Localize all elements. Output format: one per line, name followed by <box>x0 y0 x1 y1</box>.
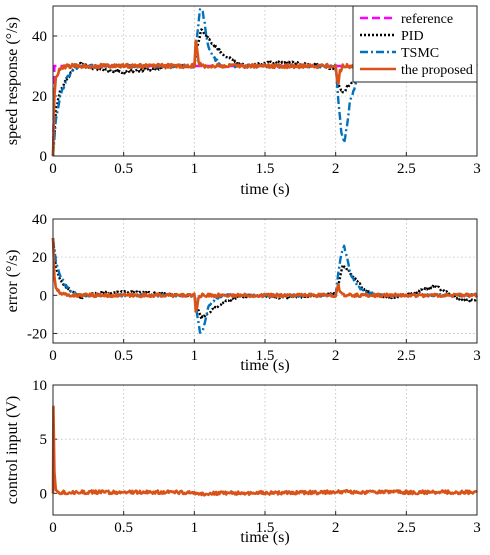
y-tick-labels: 0 20 40 <box>32 29 47 165</box>
y-tick-label: 20 <box>32 250 47 266</box>
y-axis-label: error (°/s) <box>4 250 21 313</box>
x-tick-label: 0.5 <box>114 348 133 364</box>
y-tick-label: 40 <box>32 29 47 45</box>
legend-label-the-proposed: the proposed <box>401 63 473 78</box>
x-tick-label: 2.5 <box>397 161 416 177</box>
x-tick-label: 2.5 <box>397 348 416 364</box>
legend-label-tsmc: TSMC <box>401 46 439 61</box>
y-axis-label: speed response (°/s) <box>4 17 21 145</box>
y-tick-label: 20 <box>32 89 47 105</box>
series-line-the-proposed <box>51 238 479 313</box>
y-tick-label: 10 <box>32 378 47 394</box>
x-tick-label: 0.5 <box>114 520 133 536</box>
x-axis-label: time (s) <box>240 357 289 374</box>
y-tick-label: 0 <box>40 288 48 304</box>
x-tick-label: 0.5 <box>114 161 133 177</box>
x-tick-label: 2.5 <box>397 520 416 536</box>
x-tick-label: 1 <box>191 520 199 536</box>
x-tick-label: 0 <box>49 161 57 177</box>
series-lines <box>51 237 479 334</box>
x-axis-label: time (s) <box>240 181 289 198</box>
x-tick-labels: 0 0.5 1 1.5 2 2.5 3 <box>49 161 481 177</box>
legend-label-reference: reference <box>401 12 453 27</box>
y-tick-labels: -20 0 20 40 <box>27 212 47 342</box>
x-tick-label: 2 <box>332 161 340 177</box>
x-tick-label: 1 <box>191 348 199 364</box>
x-tick-label: 1.5 <box>256 161 275 177</box>
x-tick-label: 1.5 <box>256 348 275 364</box>
control-input-panel: 0 5 10 0 0.5 1 1.5 2 2.5 3 time (s) control inpu… <box>4 378 481 546</box>
x-tick-label: 2 <box>332 520 340 536</box>
series-line-pid <box>51 28 478 157</box>
y-tick-label: -20 <box>27 326 47 342</box>
x-tick-label: 1 <box>191 161 199 177</box>
series-line-the-proposed <box>51 405 478 497</box>
x-tick-label: 3 <box>473 161 481 177</box>
x-tick-labels: 0 0.5 1 1.5 2 2.5 3 <box>49 520 481 536</box>
y-tick-label: 40 <box>32 212 47 228</box>
x-tick-labels: 0 0.5 1 1.5 2 2.5 3 <box>49 348 481 364</box>
y-tick-label: 5 <box>40 432 48 448</box>
speed-response-panel: 0 20 40 0 0.5 1 1.5 2 2.5 3 time (s) speed respo… <box>4 5 481 198</box>
x-tick-label: 2 <box>332 348 340 364</box>
series-lines <box>51 405 478 497</box>
legend: reference PID TSMC the proposed <box>352 5 478 83</box>
y-axis-label: control input (V) <box>4 396 21 504</box>
x-tick-label: 3 <box>473 348 481 364</box>
x-tick-label: 0 <box>49 348 57 364</box>
y-tick-labels: 0 5 10 <box>32 378 47 502</box>
plot-frame <box>52 218 478 344</box>
y-tick-label: 0 <box>40 149 48 165</box>
x-axis-label: time (s) <box>240 529 289 546</box>
x-tick-label: 0 <box>49 520 57 536</box>
x-tick-label: 1.5 <box>256 520 275 536</box>
x-tick-label: 3 <box>473 520 481 536</box>
y-tick-label: 0 <box>40 486 48 502</box>
legend-label-pid: PID <box>401 29 424 44</box>
plot-frame <box>52 384 478 516</box>
